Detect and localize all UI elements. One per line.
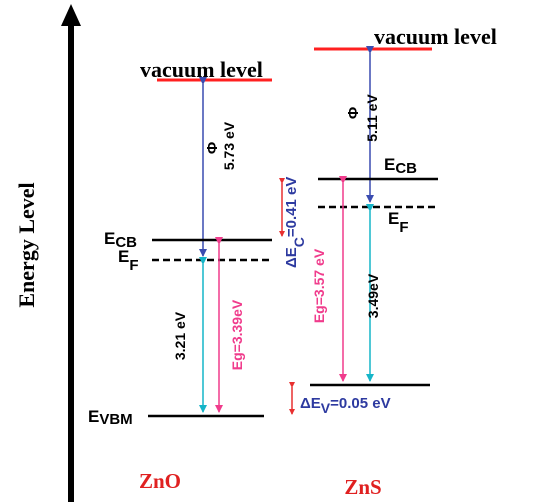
- zno-evbm-label: EVBM: [88, 407, 133, 428]
- material-label-zns: ZnS: [344, 475, 381, 499]
- zno-band-gap-value: Eg=3.39eV: [229, 299, 245, 370]
- delta-ec-label: ΔEC=0.41 eV: [283, 177, 307, 268]
- zno-fermi-vbm-value: 3.21 eV: [172, 311, 188, 360]
- zns-phi-symbol: Φ: [345, 107, 362, 119]
- material-label-zno: ZnO: [139, 469, 181, 493]
- zns-band-gap-value: Eg=3.57 eV: [311, 248, 327, 323]
- zns-ecb-label: ECB: [384, 155, 417, 177]
- zno-vacuum-level-label: vacuum level: [140, 57, 263, 82]
- zno-phi-symbol: Φ: [204, 142, 221, 154]
- zno-ecb-label: ECB: [104, 229, 137, 251]
- zns-work-function-value: 5.11 eV: [364, 94, 380, 142]
- delta-ev-label: ΔEV=0.05 eV: [300, 395, 391, 416]
- zns-vacuum-level-label: vacuum level: [374, 24, 497, 49]
- zno-ef-label: EF: [118, 247, 139, 274]
- energy-level-label: Energy Level: [14, 182, 39, 307]
- zns-ef-label: EF: [388, 209, 409, 236]
- energy-axis-arrowhead: [61, 4, 81, 26]
- zns-fermi-vbm-value: 3.49eV: [365, 273, 381, 318]
- zno-work-function-value: 5.73 eV: [221, 121, 237, 170]
